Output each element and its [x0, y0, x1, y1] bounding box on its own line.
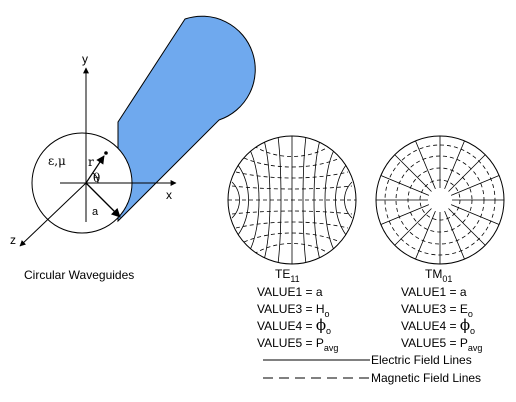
theta-label: θ — [93, 171, 100, 185]
radius-vector — [85, 155, 105, 184]
te11-field-pattern — [227, 135, 357, 265]
te11-value5: VALUE5 = Pavg — [257, 336, 338, 353]
tm01-field-pattern — [375, 135, 505, 265]
tm01-value1: VALUE1 = a — [401, 285, 467, 299]
electric-legend-label: Electric Field Lines — [371, 353, 472, 367]
te11-value1: VALUE1 = a — [257, 285, 323, 299]
mode-title-te11: TE11 — [275, 267, 300, 284]
te11-value4: VALUE4 = ϕo — [257, 316, 331, 336]
angle-arc — [92, 172, 99, 184]
point-dot — [104, 151, 108, 155]
te11-value3: VALUE3 = Ho — [257, 302, 330, 319]
material-label: ε,μ — [48, 154, 66, 168]
z-axis — [19, 182, 87, 247]
tm01-labels: TM01 VALUE1 = a VALUE3 = Eo VALUE4 = ϕo … — [401, 267, 482, 353]
r-label: r — [88, 155, 94, 169]
tm01-value4: VALUE4 = ϕo — [401, 316, 475, 336]
legend: Electric Field Lines Magnetic Field Line… — [263, 353, 481, 385]
y-axis-label: y — [82, 52, 88, 66]
magnetic-legend-label: Magnetic Field Lines — [371, 371, 481, 385]
caption: Circular Waveguides — [24, 268, 134, 282]
cylinder-body — [117, 15, 256, 223]
a-dimension-arrow — [85, 182, 121, 218]
cylinder — [31, 15, 256, 234]
a-label: a — [92, 206, 99, 218]
te11-labels: TE11 VALUE1 = a VALUE3 = Ho VALUE4 = ϕo … — [257, 267, 338, 353]
tm01-value5: VALUE5 = Pavg — [401, 336, 482, 353]
tm01-value3: VALUE3 = Eo — [401, 302, 473, 319]
coordinate-axes: y x z — [10, 52, 177, 247]
cross-section-annotations: ε,μ r θ a — [48, 151, 121, 218]
x-axis-label: x — [166, 188, 172, 202]
z-axis-label: z — [10, 233, 16, 247]
mode-title-tm01: TM01 — [425, 267, 452, 284]
